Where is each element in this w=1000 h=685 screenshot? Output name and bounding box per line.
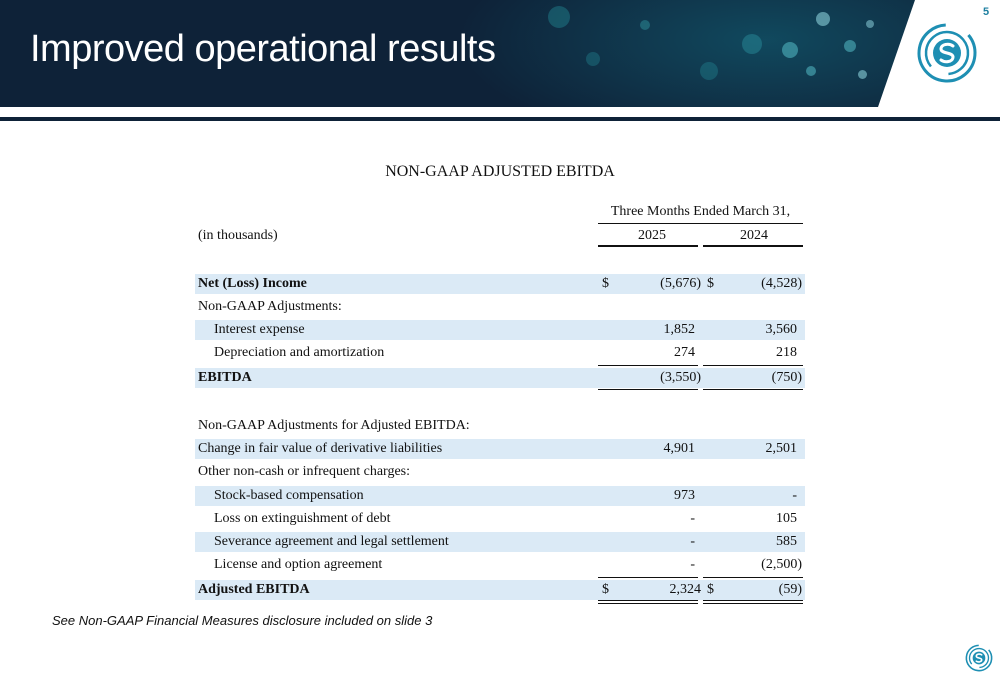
company-s-logo-icon [965,644,993,672]
dollar-sign: $ [707,276,714,291]
table-row: License and option agreement - (2,500) [195,555,805,575]
table-row: Stock-based compensation 973 - [195,486,805,506]
table-row: Adjusted EBITDA $ 2,324 $ (59) [195,580,805,600]
header-divider [0,117,1000,121]
slide-header: Improved operational results 5 [0,0,1000,107]
subtotal-rule [598,365,698,366]
total-double-rule [598,600,698,604]
row-label: Net (Loss) Income [198,276,307,291]
bokeh-dot [700,62,718,80]
row-label: Non-GAAP Adjustments for Adjusted EBITDA… [198,418,470,433]
value-2025: 2,324 [669,582,702,597]
year-header-2025: 2025 [638,228,666,243]
table-row: Other non-cash or infrequent charges: [195,462,805,482]
table-row: Interest expense 1,852 3,560 [195,320,805,340]
page-title: Improved operational results [30,28,496,70]
row-label: Change in fair value of derivative liabi… [198,441,443,456]
table-title: NON-GAAP ADJUSTED EBITDA [385,163,615,180]
table-row: Change in fair value of derivative liabi… [195,439,805,459]
value-2024: (59) [778,582,802,597]
value-2024: 2,501 [765,441,798,456]
period-header: Three Months Ended March 31, [610,204,791,219]
value-2024: 3,560 [765,322,798,337]
page-number: 5 [983,6,990,18]
value-2024: 105 [776,511,797,526]
total-double-rule [703,600,803,604]
value-2025: - [690,557,695,572]
table-row: Non-GAAP Adjustments: [195,297,805,317]
subtotal-rule [598,577,698,578]
row-label: Non-GAAP Adjustments: [198,299,342,314]
table-row: Non-GAAP Adjustments for Adjusted EBITDA… [195,416,805,436]
subtotal-rule [703,389,803,390]
value-2024: (750) [771,370,802,385]
value-2024: 585 [776,534,797,549]
row-label: Stock-based compensation [214,488,364,503]
year-header-2024: 2024 [740,228,768,243]
row-label: Adjusted EBITDA [198,582,310,597]
value-2025: (5,676) [660,276,701,291]
bokeh-dot [548,6,570,28]
table-row: Loss on extinguishment of debt - 105 [195,509,805,529]
value-2024: (2,500) [761,557,802,572]
value-2025: - [690,534,695,549]
value-2024: (4,528) [761,276,802,291]
bokeh-dot [586,52,600,66]
footnote: See Non-GAAP Financial Measures disclosu… [52,613,433,628]
units-label: (in thousands) [198,228,278,243]
value-2024: - [792,488,797,503]
table-row: Severance agreement and legal settlement… [195,532,805,552]
bokeh-dot [866,20,874,28]
bokeh-dot [806,66,816,76]
value-2025: (3,550) [660,370,701,385]
bokeh-dot [742,34,762,54]
bokeh-dot [782,42,798,58]
value-2025: 4,901 [663,441,696,456]
value-2025: 1,852 [663,322,696,337]
bokeh-dot [858,70,867,79]
subtotal-rule [703,577,803,578]
value-2024: 218 [776,345,797,360]
bokeh-dot [816,12,830,26]
bokeh-dot [640,20,650,30]
period-header-rule [598,223,803,224]
dollar-sign: $ [602,582,609,597]
row-label: Severance agreement and legal settlement [214,534,449,549]
bokeh-dot [844,40,856,52]
value-2025: 973 [674,488,695,503]
table-row: Net (Loss) Income $ (5,676) $ (4,528) [195,274,805,294]
value-2025: 274 [674,345,695,360]
row-label: Loss on extinguishment of debt [214,511,391,526]
row-label: Depreciation and amortization [214,345,385,360]
table-row: EBITDA (3,550) (750) [195,368,805,388]
subtotal-rule [703,365,803,366]
table-row: Depreciation and amortization 274 218 [195,343,805,363]
dollar-sign: $ [707,582,714,597]
dollar-sign: $ [602,276,609,291]
row-label: License and option agreement [214,557,383,572]
year-header-rule [598,245,698,247]
row-label: Interest expense [214,322,305,337]
row-label: EBITDA [198,370,252,385]
row-label: Other non-cash or infrequent charges: [198,464,410,479]
subtotal-rule [598,389,698,390]
value-2025: - [690,511,695,526]
year-header-rule [703,245,803,247]
company-s-logo-icon [917,23,977,83]
